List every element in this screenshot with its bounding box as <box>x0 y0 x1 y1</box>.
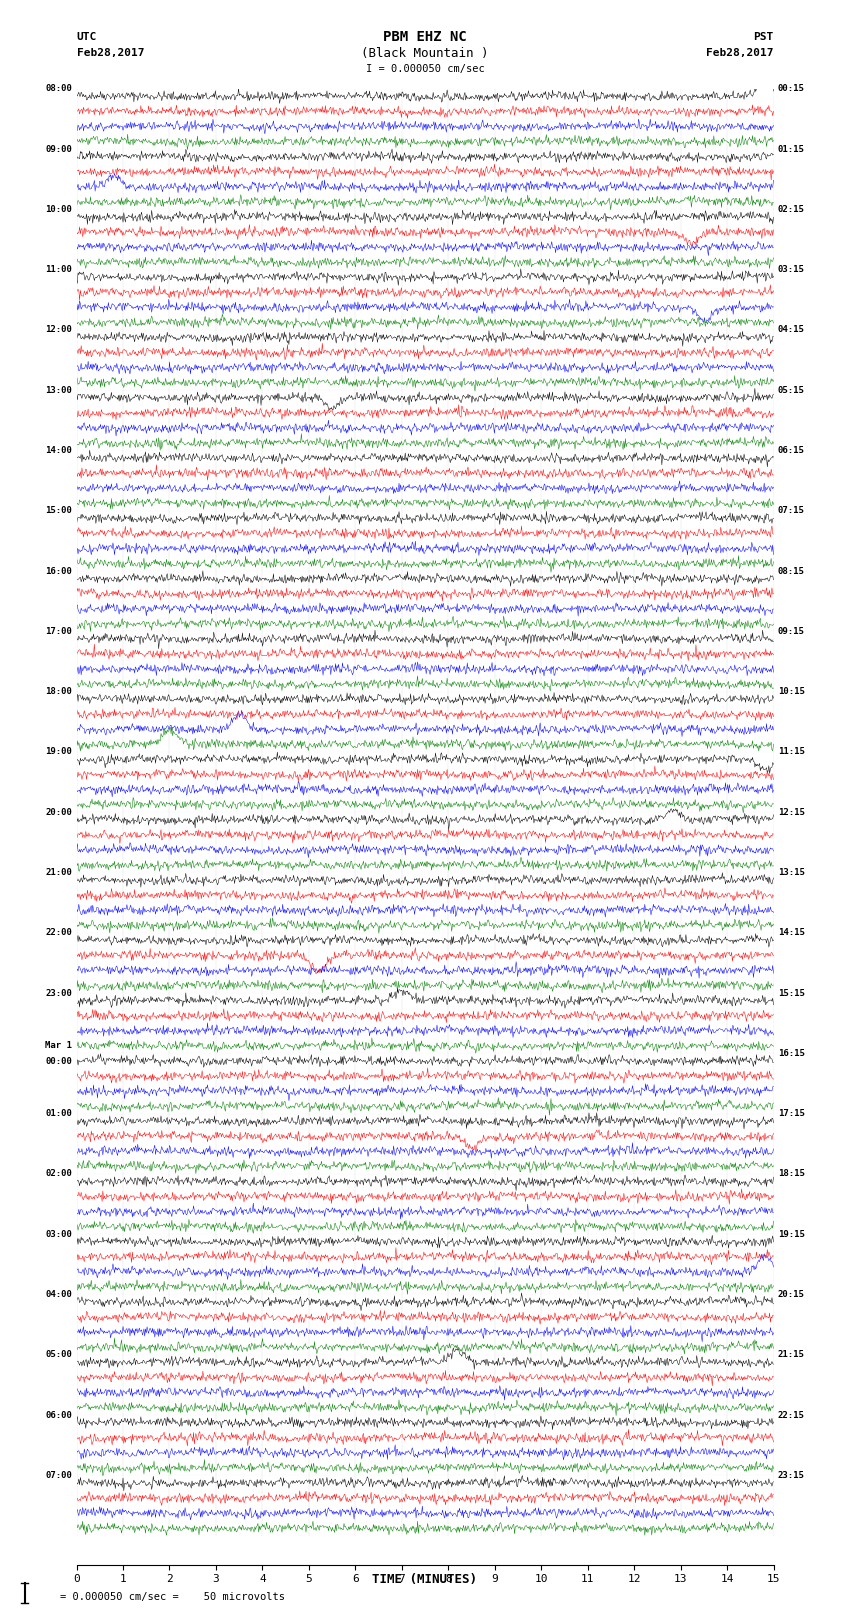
Text: 23:00: 23:00 <box>45 989 72 997</box>
Text: 20:00: 20:00 <box>45 808 72 816</box>
Text: 07:15: 07:15 <box>778 506 805 515</box>
Text: 01:15: 01:15 <box>778 145 805 153</box>
Text: 07:00: 07:00 <box>45 1471 72 1479</box>
Text: 04:00: 04:00 <box>45 1290 72 1298</box>
Text: 18:15: 18:15 <box>778 1169 805 1179</box>
Text: 08:15: 08:15 <box>778 566 805 576</box>
Text: 00:00: 00:00 <box>45 1057 72 1066</box>
Text: 22:15: 22:15 <box>778 1410 805 1419</box>
Text: 19:00: 19:00 <box>45 747 72 756</box>
Text: PST: PST <box>753 32 774 42</box>
Text: 08:00: 08:00 <box>45 84 72 94</box>
Text: 19:15: 19:15 <box>778 1229 805 1239</box>
Text: 21:00: 21:00 <box>45 868 72 877</box>
Text: (Black Mountain ): (Black Mountain ) <box>361 47 489 60</box>
Text: I = 0.000050 cm/sec: I = 0.000050 cm/sec <box>366 65 484 74</box>
Text: 09:00: 09:00 <box>45 145 72 153</box>
Text: 11:00: 11:00 <box>45 265 72 274</box>
Text: 18:00: 18:00 <box>45 687 72 697</box>
Text: = 0.000050 cm/sec =    50 microvolts: = 0.000050 cm/sec = 50 microvolts <box>60 1592 285 1602</box>
Text: 00:15: 00:15 <box>778 84 805 94</box>
Text: 12:15: 12:15 <box>778 808 805 816</box>
Text: 02:15: 02:15 <box>778 205 805 215</box>
Text: Feb28,2017: Feb28,2017 <box>76 48 144 58</box>
Text: 15:00: 15:00 <box>45 506 72 515</box>
Text: 10:00: 10:00 <box>45 205 72 215</box>
Text: 22:00: 22:00 <box>45 927 72 937</box>
Text: TIME (MINUTES): TIME (MINUTES) <box>372 1573 478 1586</box>
Text: 16:00: 16:00 <box>45 566 72 576</box>
Text: PBM EHZ NC: PBM EHZ NC <box>383 31 467 44</box>
Text: 09:15: 09:15 <box>778 627 805 636</box>
Text: 01:00: 01:00 <box>45 1110 72 1118</box>
Text: UTC: UTC <box>76 32 97 42</box>
Text: 11:15: 11:15 <box>778 747 805 756</box>
Text: 15:15: 15:15 <box>778 989 805 997</box>
Text: 06:15: 06:15 <box>778 445 805 455</box>
Text: 20:15: 20:15 <box>778 1290 805 1298</box>
Text: 03:00: 03:00 <box>45 1229 72 1239</box>
Text: Feb28,2017: Feb28,2017 <box>706 48 774 58</box>
Text: 10:15: 10:15 <box>778 687 805 697</box>
Text: Mar 1: Mar 1 <box>45 1040 72 1050</box>
Text: 04:15: 04:15 <box>778 326 805 334</box>
Text: 17:15: 17:15 <box>778 1110 805 1118</box>
Text: 16:15: 16:15 <box>778 1048 805 1058</box>
Text: 02:00: 02:00 <box>45 1169 72 1179</box>
Text: 12:00: 12:00 <box>45 326 72 334</box>
Text: 21:15: 21:15 <box>778 1350 805 1360</box>
Text: 06:00: 06:00 <box>45 1410 72 1419</box>
Text: 03:15: 03:15 <box>778 265 805 274</box>
Text: 14:15: 14:15 <box>778 927 805 937</box>
Text: 05:00: 05:00 <box>45 1350 72 1360</box>
Text: 14:00: 14:00 <box>45 445 72 455</box>
Text: 17:00: 17:00 <box>45 627 72 636</box>
Text: 13:00: 13:00 <box>45 386 72 395</box>
Text: 13:15: 13:15 <box>778 868 805 877</box>
Text: 05:15: 05:15 <box>778 386 805 395</box>
Text: 23:15: 23:15 <box>778 1471 805 1479</box>
